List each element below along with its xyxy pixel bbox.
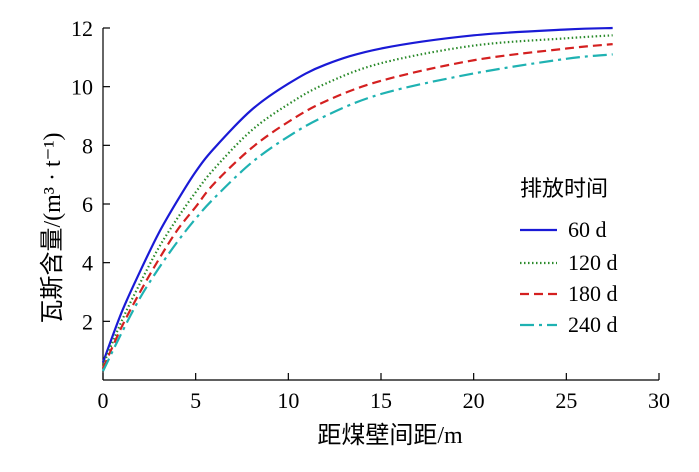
axes: 0 5 10 15 20 25 30 2 4 6 8 10 12 [71, 16, 670, 413]
y-tick-label: 8 [82, 133, 93, 158]
legend-label-180d: 180 d [568, 281, 618, 306]
legend-label-120d: 120 d [568, 250, 618, 275]
x-tick-label: 0 [98, 388, 109, 413]
x-tick-label: 20 [463, 388, 485, 413]
series-line-120d [101, 34, 613, 366]
y-tick-label: 12 [71, 16, 93, 41]
y-tick-label: 4 [82, 251, 93, 276]
x-tick-label: 5 [190, 388, 201, 413]
x-tick-label: 15 [370, 388, 392, 413]
y-tick-label: 2 [82, 309, 93, 334]
x-tick-label: 25 [555, 388, 577, 413]
x-tick-label: 30 [648, 388, 670, 413]
series-lines [101, 26, 613, 372]
series-line-60d [101, 26, 613, 363]
x-axis-title: 距煤壁间距/m [317, 422, 463, 449]
y-tick-label: 10 [71, 75, 93, 100]
series-line-240d [102, 53, 613, 372]
legend: 排放时间 60 d 120 d 180 d 240 d [520, 177, 618, 337]
y-tick-label: 6 [82, 192, 93, 217]
legend-title: 排放时间 [520, 177, 608, 202]
x-tick-label: 10 [277, 388, 299, 413]
series-line-180d [101, 43, 613, 369]
legend-label-240d: 240 d [568, 312, 618, 337]
y-axis-title: 瓦斯含量/(m³ · t⁻¹) [39, 132, 66, 323]
legend-label-60d: 60 d [568, 217, 607, 242]
